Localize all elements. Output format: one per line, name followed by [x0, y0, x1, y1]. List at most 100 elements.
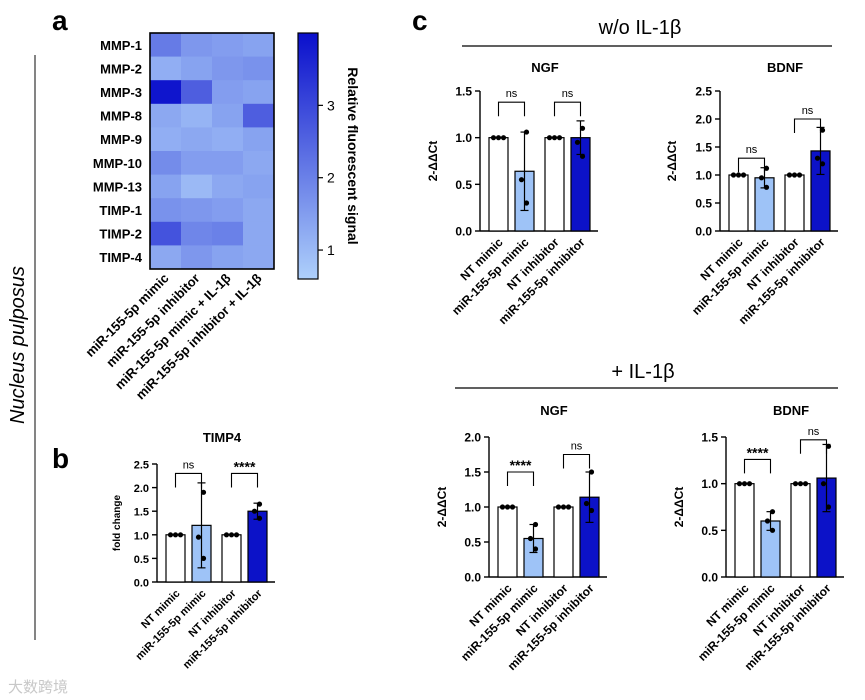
- data-point: [504, 504, 511, 510]
- data-point: [819, 127, 826, 133]
- heatmap-cell: [181, 127, 213, 152]
- data-point: [565, 504, 572, 510]
- data-point: [786, 172, 793, 178]
- charts-layer: MMP-1 MMP-2 MMP-3 MMP-8 MMP-9 MMP-10 MMP-13 TIM…: [82, 32, 844, 673]
- data-point: [228, 532, 235, 538]
- y-tick-label: 1.5: [464, 466, 481, 480]
- significance-label: ns: [571, 441, 583, 453]
- significance-label: ns: [183, 459, 195, 471]
- data-point: [802, 481, 809, 487]
- heatmap-cell: [212, 127, 244, 152]
- y-axis-label: 2-ΔΔCt: [435, 487, 449, 528]
- significance-label: ns: [562, 88, 574, 100]
- heatmap-cell: [212, 221, 244, 246]
- y-tick-label: 1.5: [455, 85, 472, 99]
- data-point: [769, 527, 776, 533]
- heatmap-cell: [212, 151, 244, 176]
- data-point: [583, 500, 590, 507]
- condition-title-with: + IL-1β: [611, 361, 674, 383]
- significance-label: ns: [808, 426, 820, 438]
- bar: [544, 137, 565, 232]
- heatmap-cell: [181, 198, 213, 223]
- data-point: [763, 165, 770, 171]
- heatmap-cell: [212, 245, 244, 270]
- y-tick-label: 0.0: [134, 578, 149, 590]
- significance-label: ****: [234, 458, 256, 474]
- heatmap-row-label: MMP-9: [100, 132, 142, 147]
- y-tick-label: 0.5: [455, 178, 472, 192]
- chart-title: NGF: [531, 60, 559, 75]
- y-tick-label: 0.5: [701, 524, 718, 538]
- data-point: [740, 172, 747, 178]
- heatmap-cell: [212, 174, 244, 199]
- significance-bracket: [553, 101, 582, 117]
- y-tick-label: 2.5: [695, 85, 712, 99]
- data-point: [797, 481, 804, 487]
- y-tick-label: 2.0: [695, 113, 712, 127]
- significance-bracket: [793, 118, 822, 133]
- heatmap-cell: [243, 151, 275, 176]
- heatmap-cell: [243, 127, 275, 152]
- y-tick-label: 1.5: [701, 431, 718, 445]
- heatmap-row-label: TIMP-2: [99, 227, 142, 242]
- data-point: [796, 172, 803, 178]
- colorbar: [297, 32, 319, 280]
- y-tick-label: 2.5: [134, 460, 149, 472]
- chart-title: BDNF: [767, 60, 803, 75]
- condition-title-without: w/o IL-1β: [598, 17, 682, 39]
- heatmap-cell: [150, 245, 182, 270]
- heatmap-cell: [150, 127, 182, 152]
- y-tick-label: 1.5: [134, 507, 149, 519]
- data-point: [233, 532, 240, 538]
- bar: [165, 534, 186, 583]
- data-point: [532, 546, 539, 552]
- y-tick-label: 2.0: [464, 431, 481, 445]
- data-point: [746, 481, 753, 487]
- bar: [728, 174, 749, 232]
- bar: [784, 174, 805, 232]
- bar: [247, 510, 268, 583]
- heatmap-cell: [150, 33, 182, 58]
- heatmap-cell: [150, 80, 182, 105]
- y-tick-label: 2.0: [134, 483, 149, 495]
- y-axis-label: 2-ΔΔCt: [672, 487, 686, 528]
- data-point: [758, 175, 765, 181]
- data-point: [518, 177, 525, 183]
- y-tick-label: 0.0: [701, 571, 718, 585]
- heatmap-cell: [212, 198, 244, 223]
- heatmap-cell: [181, 221, 213, 246]
- data-point: [588, 469, 595, 475]
- heatmap-cell: [212, 56, 244, 81]
- data-point: [791, 172, 798, 178]
- heatmap-cell: [243, 80, 275, 105]
- heatmap-cell: [181, 151, 213, 176]
- data-point: [551, 135, 558, 141]
- heatmap-cell: [243, 245, 275, 270]
- heatmap-row-label: MMP-10: [93, 156, 142, 171]
- data-point: [825, 443, 832, 449]
- data-point: [735, 172, 742, 178]
- y-axis-label: 2-ΔΔCt: [426, 141, 440, 182]
- heatmap-cell: [181, 80, 213, 105]
- bar: [488, 137, 509, 232]
- data-point: [167, 532, 174, 538]
- heatmap-cell: [181, 103, 213, 128]
- significance-bracket: [230, 472, 259, 488]
- data-point: [200, 555, 207, 562]
- heatmap-row-label: MMP-13: [93, 179, 142, 194]
- data-point: [588, 507, 595, 514]
- significance-bracket: [799, 439, 828, 454]
- significance-bracket: [174, 472, 203, 488]
- heatmap-cell: [150, 221, 182, 246]
- significance-bracket: [562, 453, 591, 469]
- heatmap-cell: [243, 56, 275, 81]
- heatmap-cell: [181, 33, 213, 58]
- data-point: [730, 172, 737, 178]
- heatmap-cell: [181, 174, 213, 199]
- data-point: [523, 200, 530, 206]
- data-point: [560, 504, 567, 510]
- bar: [221, 534, 242, 583]
